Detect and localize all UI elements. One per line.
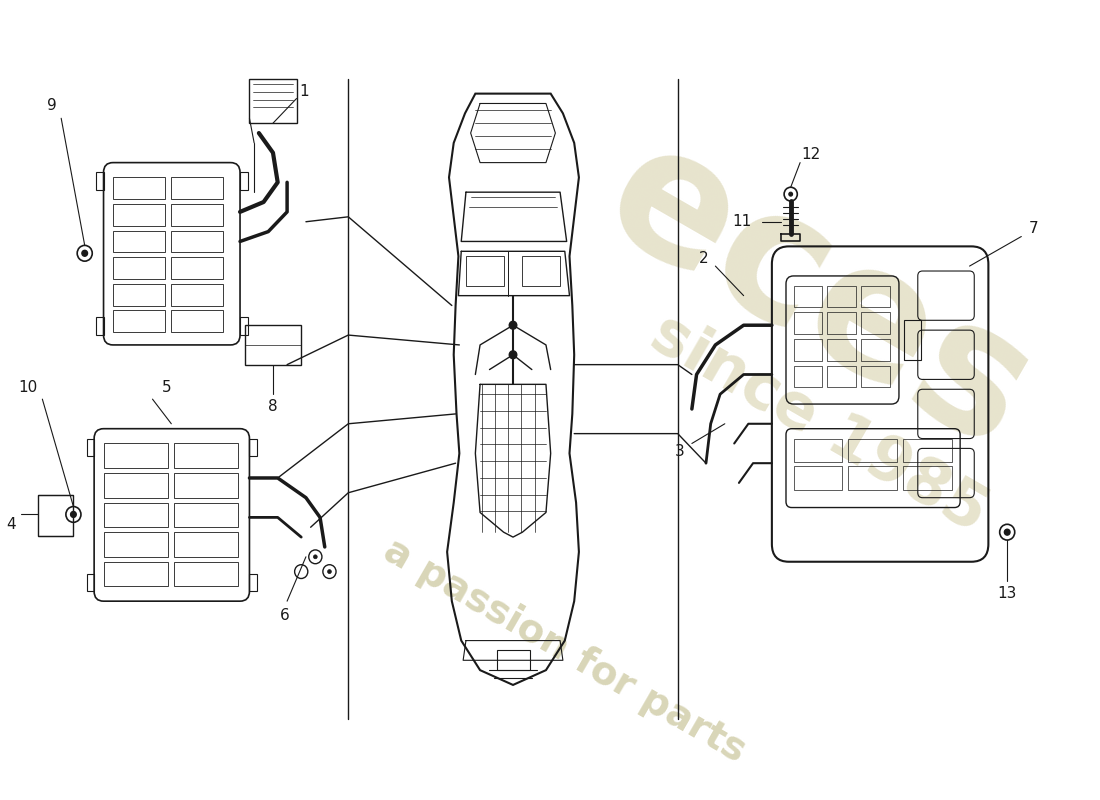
Text: 11: 11 xyxy=(732,214,751,230)
Bar xyxy=(240,318,248,335)
Bar xyxy=(172,178,223,199)
Bar xyxy=(113,310,165,332)
Bar xyxy=(848,438,898,462)
Bar xyxy=(793,366,822,387)
Bar xyxy=(87,438,95,456)
Bar xyxy=(172,204,223,226)
Bar xyxy=(103,502,167,527)
Bar xyxy=(113,258,165,279)
Bar xyxy=(244,326,301,365)
Bar xyxy=(174,473,239,498)
Bar xyxy=(861,339,890,361)
Bar xyxy=(96,318,103,335)
Bar xyxy=(103,473,167,498)
Bar xyxy=(903,438,952,462)
Bar xyxy=(37,494,74,536)
Bar xyxy=(522,256,560,286)
Bar xyxy=(827,313,856,334)
Circle shape xyxy=(1004,530,1010,535)
Bar xyxy=(250,574,257,591)
Bar xyxy=(172,230,223,252)
Bar xyxy=(240,173,248,190)
Bar xyxy=(174,502,239,527)
Text: a passion for parts: a passion for parts xyxy=(377,531,752,770)
Bar xyxy=(174,532,239,557)
Bar xyxy=(113,178,165,199)
Text: 3: 3 xyxy=(674,444,684,459)
Bar xyxy=(172,310,223,332)
Bar xyxy=(861,313,890,334)
Bar xyxy=(172,284,223,306)
Bar xyxy=(172,258,223,279)
Bar xyxy=(793,339,822,361)
Text: 4: 4 xyxy=(7,517,16,532)
Bar xyxy=(904,320,921,360)
Bar xyxy=(827,339,856,361)
Text: 5: 5 xyxy=(162,380,172,395)
Circle shape xyxy=(81,250,88,256)
Bar xyxy=(793,466,843,490)
Text: 6: 6 xyxy=(280,609,290,623)
Text: 13: 13 xyxy=(998,586,1016,601)
Circle shape xyxy=(509,351,517,358)
Bar xyxy=(87,574,95,591)
Text: 12: 12 xyxy=(802,147,821,162)
Bar xyxy=(848,466,898,490)
Text: 1: 1 xyxy=(299,84,309,99)
Bar xyxy=(861,286,890,307)
Bar xyxy=(174,562,239,586)
Bar xyxy=(861,366,890,387)
Bar xyxy=(103,443,167,468)
Bar xyxy=(793,438,843,462)
Text: 2: 2 xyxy=(700,250,708,266)
Bar xyxy=(793,313,822,334)
Bar xyxy=(103,532,167,557)
Text: 9: 9 xyxy=(47,98,56,113)
Bar xyxy=(103,562,167,586)
Bar xyxy=(903,466,952,490)
Text: since 1985: since 1985 xyxy=(640,303,998,544)
Text: 7: 7 xyxy=(1028,221,1038,236)
Bar xyxy=(827,286,856,307)
Circle shape xyxy=(509,322,517,329)
Text: 8: 8 xyxy=(268,398,278,414)
Bar xyxy=(497,650,530,670)
Circle shape xyxy=(314,555,317,558)
Bar xyxy=(793,286,822,307)
Bar xyxy=(96,173,103,190)
Circle shape xyxy=(70,511,76,518)
Bar xyxy=(174,443,239,468)
Bar xyxy=(466,256,504,286)
Circle shape xyxy=(789,192,793,196)
Bar xyxy=(827,366,856,387)
Text: 10: 10 xyxy=(19,380,37,395)
Bar xyxy=(113,204,165,226)
Circle shape xyxy=(328,570,331,574)
Text: eces: eces xyxy=(576,105,1062,486)
Bar xyxy=(250,79,297,123)
Bar xyxy=(113,230,165,252)
Bar xyxy=(113,284,165,306)
Bar xyxy=(250,438,257,456)
